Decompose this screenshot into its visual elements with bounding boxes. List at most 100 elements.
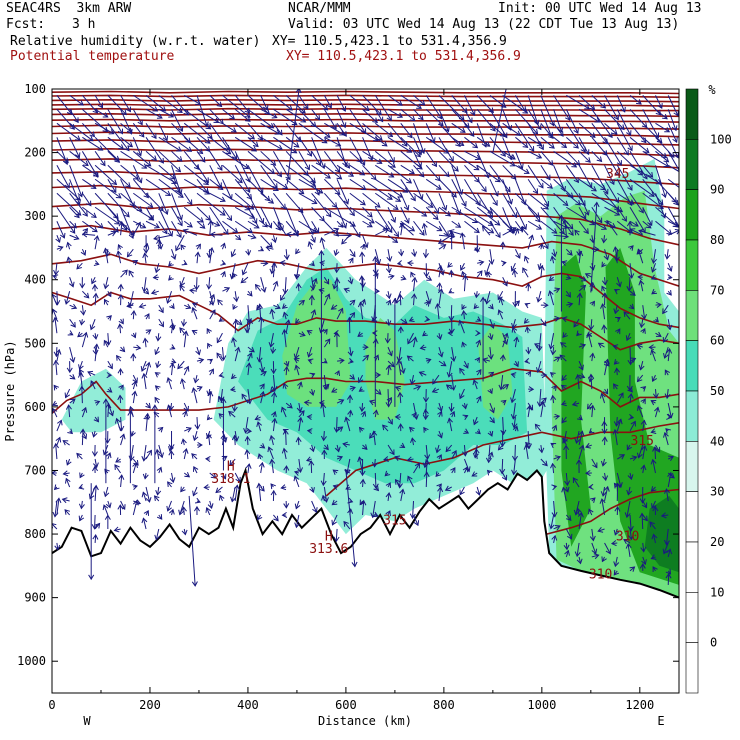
- wind-vector-745: [184, 303, 192, 310]
- wind-vector-891: [169, 344, 176, 350]
- wind-vector-1033: [106, 387, 113, 393]
- wind-vector-1100: [336, 399, 345, 405]
- wind-vector-main-9: [391, 297, 398, 407]
- wind-vector-1228: [91, 445, 98, 457]
- wind-vector-1457: [132, 499, 139, 516]
- wind-vector-1098: [303, 399, 312, 406]
- wind-vector-198: [81, 151, 99, 178]
- wind-vector-1341: [283, 465, 290, 474]
- wind-vector-172: [374, 136, 388, 147]
- wind-vector-1083: [117, 394, 124, 404]
- wind-vector-556: [265, 245, 274, 252]
- wind-vector-2: [81, 95, 99, 114]
- wind-vector-966: [499, 354, 506, 362]
- wind-vector-1307: [473, 448, 480, 460]
- wind-vector-664: [400, 274, 407, 281]
- x-end-label-west: W: [83, 714, 91, 728]
- wind-vector-23: [349, 94, 370, 112]
- wind-vector-1414: [78, 500, 85, 510]
- wind-vector-571: [459, 232, 466, 250]
- wind-vector-299: [120, 179, 135, 208]
- wind-vector-633: [628, 263, 635, 279]
- wind-vector-1496: [589, 528, 596, 542]
- wind-vector-52: [94, 108, 109, 118]
- wind-vector-620: [460, 262, 466, 271]
- x-tick-label-3: 600: [335, 698, 357, 712]
- wind-vector-1203: [397, 423, 404, 432]
- wind-vector-545: [126, 248, 134, 258]
- wind-vector-1366: [640, 464, 647, 474]
- wind-vector-1330: [142, 472, 149, 480]
- wind-vector-863: [436, 333, 443, 341]
- wind-vector-1335: [209, 472, 217, 479]
- wind-vector-1053: [358, 386, 365, 392]
- wind-vector-1323: [52, 469, 57, 477]
- wind-vector-303: [171, 179, 181, 194]
- wind-vector-576: [527, 234, 535, 250]
- wind-vector-164: [273, 136, 298, 154]
- wind-vector-1004: [357, 374, 364, 384]
- wind-vector-410: [285, 207, 300, 237]
- wind-vector-234: [540, 150, 554, 166]
- wind-vector-618: [438, 263, 445, 276]
- wind-vector-268: [349, 164, 366, 176]
- wind-vector-1296: [336, 455, 344, 462]
- wind-vector-677: [565, 274, 572, 281]
- wind-vector-448: [145, 220, 160, 229]
- wind-vector-737: [80, 305, 87, 316]
- wind-vector-63: [234, 108, 251, 122]
- wind-vector-1295: [321, 449, 328, 460]
- wind-vector-main-4: [188, 495, 198, 587]
- wind-vector-821: [523, 318, 530, 324]
- wind-vector-490: [55, 235, 61, 244]
- wind-vector-1068: [551, 385, 557, 391]
- wind-vector-617: [423, 263, 430, 278]
- wind-vector-958: [399, 360, 406, 374]
- wind-vector-1411: [667, 471, 674, 488]
- wind-vector-226: [438, 150, 459, 172]
- wind-vector-1375: [132, 484, 138, 490]
- model-title: SEAC4RS 3km ARW: [6, 1, 132, 16]
- wind-vector-921: [550, 347, 557, 356]
- wind-vector-213: [272, 151, 291, 181]
- wind-vector-70: [323, 109, 337, 130]
- theta-contour-10: [52, 131, 679, 138]
- wind-vector-339: [629, 178, 655, 197]
- wind-vector-1030: [64, 388, 71, 399]
- wind-vector-1136: [166, 404, 173, 418]
- wind-vector-1077: [664, 389, 671, 400]
- wind-vector-478: [527, 220, 543, 230]
- theta-contour-5: [52, 184, 679, 210]
- wind-vector-1324: [62, 470, 70, 477]
- wind-vector-1210: [487, 430, 494, 437]
- wind-vector-1359: [550, 462, 556, 474]
- wind-vector-729: [601, 285, 607, 292]
- wind-vector-627: [550, 255, 556, 264]
- wind-vector-678: [578, 276, 587, 282]
- wind-vector-393: [69, 206, 80, 219]
- wind-vector-969: [535, 360, 542, 374]
- wind-vector-1390: [332, 484, 339, 490]
- wind-vector-1225: [55, 436, 62, 446]
- wind-vector-582: [603, 249, 610, 261]
- wind-vector-649: [206, 277, 213, 290]
- wind-vector-12: [209, 94, 223, 108]
- wind-vector-202: [132, 150, 152, 167]
- theta-contour-15: [52, 103, 679, 107]
- wind-vector-1343: [308, 460, 315, 474]
- wind-vector-382: [553, 192, 569, 207]
- wind-vector-1119: [571, 400, 580, 407]
- wind-vector-1256: [445, 444, 453, 453]
- wind-vector-166: [298, 137, 313, 157]
- wind-vector-343: [56, 192, 82, 216]
- wind-vector-669: [461, 270, 467, 278]
- wind-vector-606: [279, 260, 287, 267]
- wind-vector-500: [175, 234, 185, 252]
- wind-vector-1358: [501, 472, 508, 481]
- wind-vector-1005: [375, 372, 382, 379]
- wind-vector-1410: [650, 486, 657, 492]
- wind-vector-1472: [385, 510, 391, 517]
- wind-vector-953: [337, 357, 345, 364]
- wind-vector-1368: [667, 472, 675, 479]
- wind-vector-41: [578, 94, 596, 111]
